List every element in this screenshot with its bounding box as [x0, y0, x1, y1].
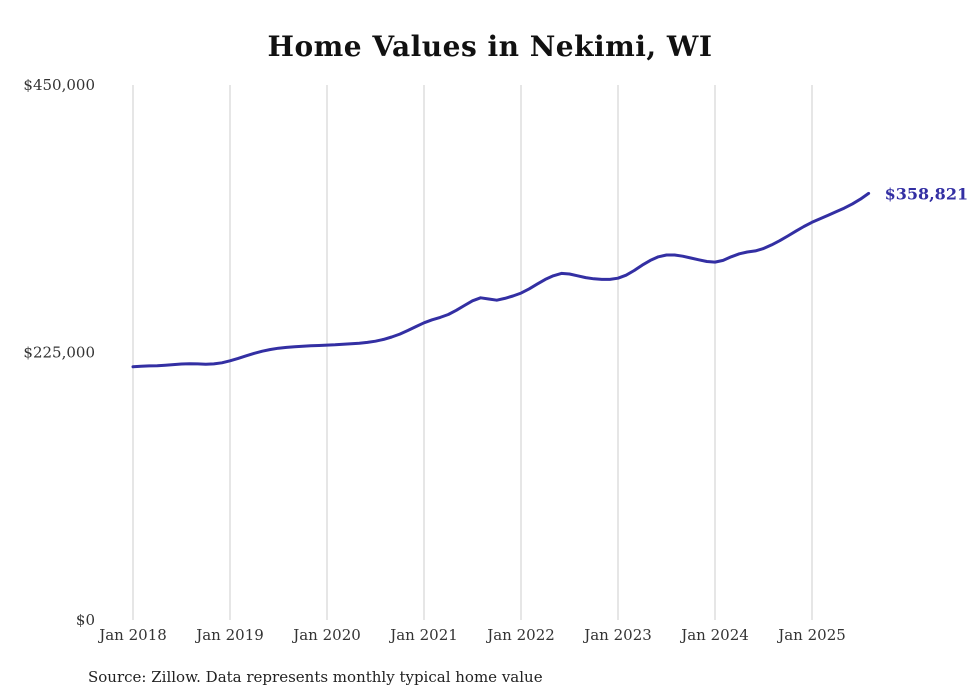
y-tick-label: $225,000: [23, 344, 95, 362]
chart-title: Home Values in Nekimi, WI: [267, 30, 713, 63]
x-tick-label: Jan 2021: [388, 626, 458, 644]
end-value-label: $358,821: [885, 184, 969, 203]
x-tick-label: Jan 2023: [582, 626, 652, 644]
source-note: Source: Zillow. Data represents monthly …: [88, 668, 543, 686]
y-tick-label: $450,000: [23, 76, 95, 94]
x-tick-label: Jan 2019: [194, 626, 264, 644]
x-tick-label: Jan 2022: [485, 626, 555, 644]
x-axis-labels: Jan 2018 Jan 2019 Jan 2020 Jan 2021 Jan 2022…: [97, 626, 846, 644]
x-tick-label: Jan 2020: [291, 626, 361, 644]
y-axis-labels: $0 $225,000 $450,000: [23, 76, 95, 629]
x-tick-label: Jan 2024: [679, 626, 749, 644]
x-tick-label: Jan 2025: [776, 626, 846, 644]
x-tick-label: Jan 2018: [97, 626, 167, 644]
gridlines: [132, 85, 813, 620]
home-value-line: [131, 191, 871, 369]
y-tick-label: $0: [76, 611, 95, 629]
